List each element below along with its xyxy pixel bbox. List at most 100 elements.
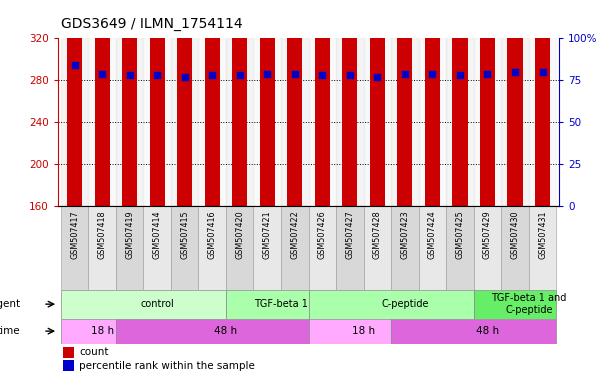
Bar xyxy=(391,319,556,344)
Bar xyxy=(281,38,309,206)
Bar xyxy=(287,0,302,206)
Point xyxy=(510,69,520,75)
Point xyxy=(483,71,492,77)
Text: GSM507418: GSM507418 xyxy=(98,210,106,259)
Text: agent: agent xyxy=(0,299,21,309)
Bar xyxy=(63,346,74,358)
Bar xyxy=(95,0,109,206)
Bar xyxy=(425,0,440,206)
Bar xyxy=(260,5,275,206)
Bar xyxy=(474,290,556,319)
Bar xyxy=(150,1,165,206)
Bar xyxy=(529,38,556,206)
Bar xyxy=(171,206,199,290)
Bar xyxy=(116,319,309,344)
Text: GSM507425: GSM507425 xyxy=(455,210,464,259)
Point xyxy=(97,71,107,77)
Text: GSM507421: GSM507421 xyxy=(263,210,272,259)
Bar xyxy=(452,2,467,206)
Bar xyxy=(232,1,247,206)
Point xyxy=(373,74,382,80)
Bar xyxy=(89,38,116,206)
Bar xyxy=(61,206,89,290)
Point xyxy=(345,72,355,78)
Bar xyxy=(309,206,336,290)
Bar xyxy=(226,290,309,319)
Bar xyxy=(254,38,281,206)
Text: GSM507426: GSM507426 xyxy=(318,210,327,259)
Text: TGF-beta 1: TGF-beta 1 xyxy=(254,299,308,309)
Bar xyxy=(177,6,192,206)
Bar xyxy=(67,0,82,206)
Bar xyxy=(364,38,391,206)
Bar xyxy=(336,206,364,290)
Text: GSM507428: GSM507428 xyxy=(373,210,382,259)
Point xyxy=(455,72,465,78)
Bar xyxy=(501,38,529,206)
Bar xyxy=(391,38,419,206)
Bar xyxy=(474,206,501,290)
Text: GSM507417: GSM507417 xyxy=(70,210,79,259)
Bar xyxy=(226,38,254,206)
Bar xyxy=(501,206,529,290)
Text: GSM507430: GSM507430 xyxy=(511,210,519,259)
Bar xyxy=(61,290,226,319)
Text: 18 h: 18 h xyxy=(90,326,114,336)
Bar xyxy=(535,0,550,206)
Point xyxy=(125,72,134,78)
Bar xyxy=(144,38,171,206)
Text: 48 h: 48 h xyxy=(214,326,238,336)
Text: 48 h: 48 h xyxy=(476,326,499,336)
Bar xyxy=(336,38,364,206)
Bar xyxy=(144,206,171,290)
Text: time: time xyxy=(0,326,21,336)
Bar xyxy=(397,0,412,206)
Bar xyxy=(254,206,281,290)
Bar xyxy=(122,0,137,206)
Point xyxy=(180,74,189,80)
Text: GSM507422: GSM507422 xyxy=(290,210,299,259)
Point xyxy=(70,62,79,68)
Bar xyxy=(342,6,357,206)
Text: 18 h: 18 h xyxy=(352,326,375,336)
Text: GSM507427: GSM507427 xyxy=(345,210,354,259)
Bar xyxy=(309,319,391,344)
Bar xyxy=(61,38,89,206)
Bar xyxy=(89,206,116,290)
Bar xyxy=(205,12,220,206)
Text: count: count xyxy=(79,347,109,357)
Bar xyxy=(226,206,254,290)
Point xyxy=(400,71,410,77)
Bar xyxy=(199,38,226,206)
Bar xyxy=(116,38,144,206)
Point xyxy=(428,71,437,77)
Point xyxy=(538,69,547,75)
Text: GSM507416: GSM507416 xyxy=(208,210,217,259)
Bar xyxy=(315,0,330,206)
Text: control: control xyxy=(141,299,174,309)
Bar xyxy=(309,38,336,206)
Bar xyxy=(61,319,116,344)
Point xyxy=(207,72,217,78)
Bar xyxy=(370,31,385,206)
Text: GSM507423: GSM507423 xyxy=(400,210,409,259)
Bar xyxy=(309,290,474,319)
Bar xyxy=(171,38,199,206)
Point xyxy=(262,71,272,77)
Bar xyxy=(281,206,309,290)
Text: GSM507414: GSM507414 xyxy=(153,210,162,259)
Text: GSM507429: GSM507429 xyxy=(483,210,492,259)
Bar xyxy=(116,206,144,290)
Bar xyxy=(446,38,474,206)
Bar xyxy=(419,206,446,290)
Bar xyxy=(480,0,495,206)
Bar xyxy=(474,38,501,206)
Bar xyxy=(63,360,74,371)
Text: C-peptide: C-peptide xyxy=(381,299,429,309)
Text: GSM507420: GSM507420 xyxy=(235,210,244,259)
Point xyxy=(152,72,162,78)
Bar xyxy=(199,206,226,290)
Text: GDS3649 / ILMN_1754114: GDS3649 / ILMN_1754114 xyxy=(61,17,243,31)
Text: GSM507419: GSM507419 xyxy=(125,210,134,259)
Bar xyxy=(508,0,522,206)
